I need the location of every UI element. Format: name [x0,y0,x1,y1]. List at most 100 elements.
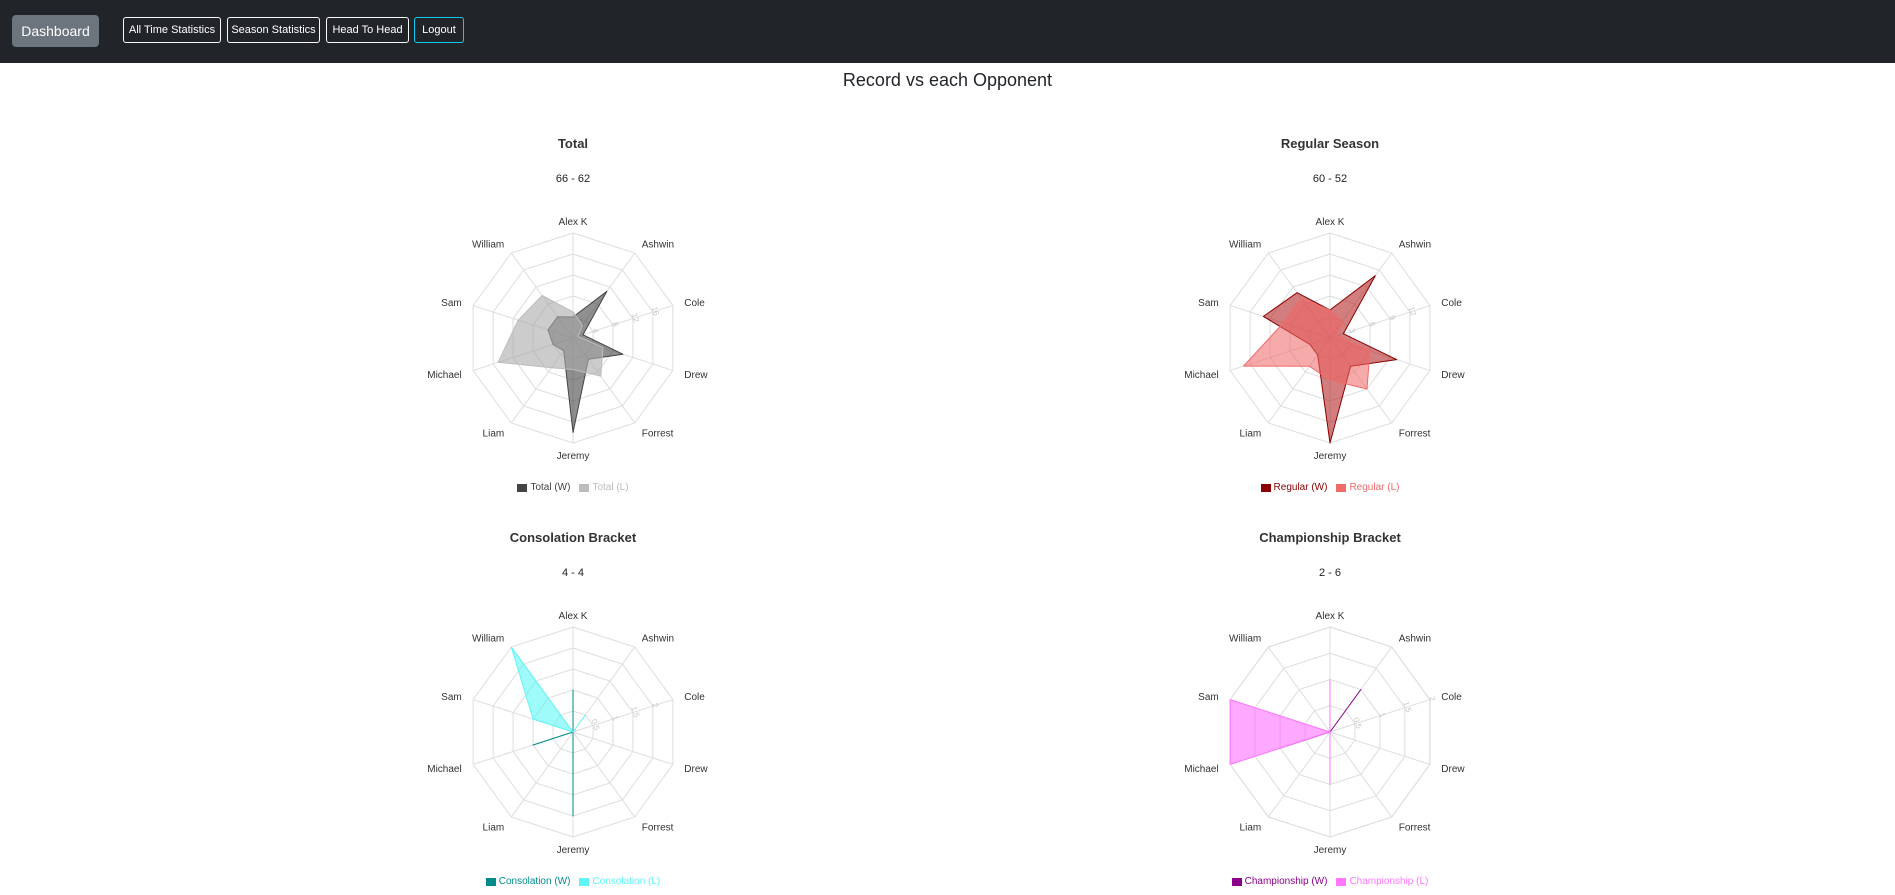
axis-label-sam: Sam [1198,692,1219,703]
tick-label: 16 [650,306,661,318]
legend-label: Consolation (L) [592,876,661,887]
legend-swatch [579,483,590,492]
navbar: Dashboard All Time Statistics Season Sta… [0,0,1895,63]
tick-label: 2 [650,702,660,710]
grid-spoke [1267,731,1331,818]
grid-spoke [1329,731,1431,765]
tick-label: 0.5 [589,718,601,732]
axis-label-sam: Sam [441,298,462,309]
grid-spoke [572,305,674,339]
legend-item-total-w[interactable]: Total (W) [517,482,570,493]
chart-record-regular-season: 60 - 52 [1312,173,1348,185]
legend-regular-season: Regular (W) Regular (L) [1180,482,1480,493]
tick-label: 9 [1387,314,1397,322]
legend-item-total-l[interactable]: Total (L) [579,482,629,493]
tick-label: 1 [610,715,620,723]
grid-spoke [1329,731,1393,818]
axis-label-cole: Cole [684,692,705,703]
chart-title-consolation-bracket: Consolation Bracket [509,530,637,545]
axis-label-jeremy: Jeremy [1314,845,1347,856]
radar-chart-consolation-bracket: 0.5 1 1.5 2 Alex K Ashwin Cole Drew Forrest Jerem… [427,611,708,856]
axis-label-drew: Drew [1441,370,1465,381]
tick-label: 4 [590,327,600,335]
legend-swatch [1336,483,1347,492]
tick-label: 1.5 [629,705,641,719]
legend-label: Regular (L) [1349,482,1400,493]
axis-label-alex-k: Alex K [559,611,588,622]
axis-label-liam: Liam [483,429,505,440]
axis-label-sam: Sam [441,692,462,703]
axis-label-forrest: Forrest [642,823,674,834]
axis-label-ashwin: Ashwin [642,633,674,644]
axis-label-liam: Liam [1240,823,1262,834]
axis-label-ashwin: Ashwin [1399,239,1431,250]
legend-label: Regular (W) [1273,482,1328,493]
axis-label-jeremy: Jeremy [1314,451,1347,462]
axis-label-cole: Cole [1441,298,1462,309]
legend-swatch [1231,877,1242,886]
series-area-total-l [497,295,604,377]
axis-label-michael: Michael [1184,370,1218,381]
axis-label-liam: Liam [1240,429,1262,440]
radar-chart-regular-season: 3 6 9 12 Alex K Ashwin Cole Drew Forrest Jeremy Li… [1184,217,1465,462]
axis-label-drew: Drew [684,370,708,381]
grid-spoke [1267,646,1331,733]
legend-label: Championship (W) [1244,876,1328,887]
grid-spoke [510,731,574,818]
legend-label: Total (W) [530,482,571,493]
legend-item-regular-w[interactable]: Regular (W) [1260,482,1328,493]
axis-label-ashwin: Ashwin [1399,633,1431,644]
grid-spoke [1329,305,1431,339]
axis-label-michael: Michael [427,764,461,775]
legend-label: Total (L) [592,482,629,493]
grid-spoke [572,731,674,765]
grid-spoke [572,699,674,733]
series-area-championship-l [1229,679,1331,785]
tick-label: 0.5 [1351,716,1363,730]
legend-swatch [485,877,496,886]
tick-label: 1.5 [1401,700,1413,714]
axis-label-alex-k: Alex K [559,217,588,228]
series-area-regular-l [1243,297,1371,390]
legend-item-consolation-l[interactable]: Consolation (L) [579,876,660,887]
axis-label-forrest: Forrest [642,429,674,440]
all-time-statistics-button[interactable]: All Time Statistics [123,17,221,43]
legend-swatch [1260,483,1271,492]
grid-spoke [1329,699,1431,733]
radar-chart-total: 4 8 12 16 Alex K Ashwin Cole Drew Forrest Jeremy L… [427,217,708,462]
tick-label: 6 [1367,321,1377,329]
head-to-head-button[interactable]: Head To Head [326,17,409,43]
axis-label-michael: Michael [1184,764,1218,775]
page-title: Record vs each Opponent [842,70,1053,90]
chart-record-consolation-bracket: 4 - 4 [561,567,584,579]
legend-item-regular-l[interactable]: Regular (L) [1336,482,1399,493]
axis-label-sam: Sam [1198,298,1219,309]
axis-label-jeremy: Jeremy [557,845,590,856]
axis-label-forrest: Forrest [1399,429,1431,440]
axis-label-cole: Cole [1441,692,1462,703]
tick-label: 3 [1347,327,1357,335]
dashboard-brand-button[interactable]: Dashboard [12,15,99,47]
axis-label-drew: Drew [1441,764,1465,775]
axis-label-william: William [1229,239,1261,250]
legend-championship-bracket: Championship (W) Championship (L) [1180,876,1480,887]
legend-item-championship-l[interactable]: Championship (L) [1336,876,1428,887]
axis-label-alex-k: Alex K [1316,217,1345,228]
tick-label: 12 [1407,306,1418,318]
legend-swatch [1336,877,1347,886]
legend-swatch [517,483,528,492]
season-statistics-button[interactable]: Season Statistics [227,17,320,43]
chart-title-championship-bracket: Championship Bracket [1259,530,1401,545]
tick-label: 1 [1377,712,1387,720]
chart-title-total: Total [557,136,589,151]
legend-total: Total (W) Total (L) [423,482,723,493]
legend-item-championship-w[interactable]: Championship (W) [1231,876,1328,887]
axis-label-liam: Liam [483,823,505,834]
legend-item-consolation-w[interactable]: Consolation (W) [485,876,570,887]
tick-label: 8 [610,321,620,329]
axis-label-william: William [1229,633,1261,644]
axis-label-jeremy: Jeremy [557,451,590,462]
series-area-consolation-l [510,646,586,733]
logout-button[interactable]: Logout [414,17,464,43]
axis-label-michael: Michael [427,370,461,381]
